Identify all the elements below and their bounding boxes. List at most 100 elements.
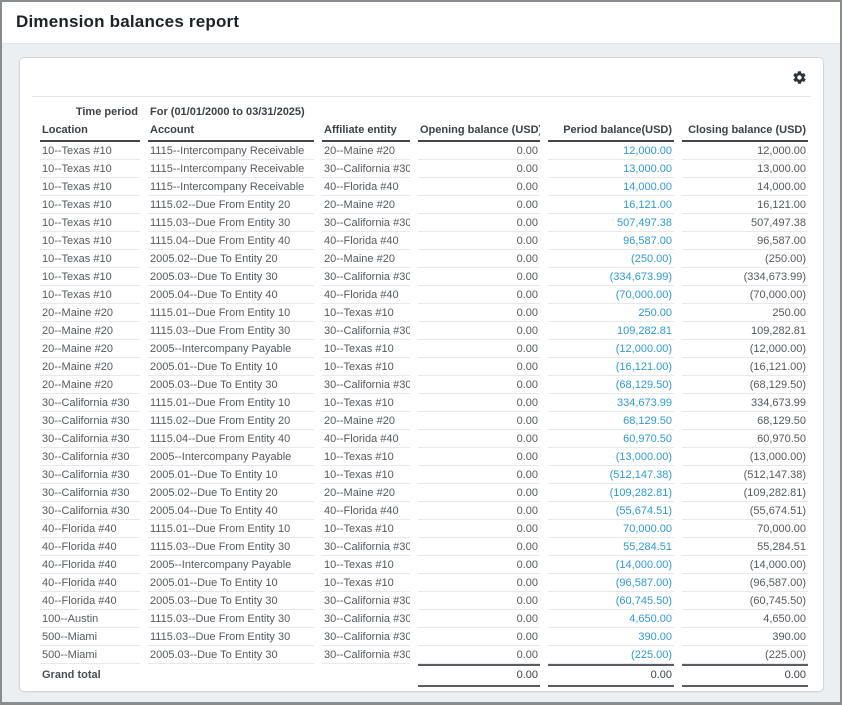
affiliate-cell: 40--Florida #40 [322,430,410,448]
time-period-value: For (01/01/2000 to 03/31/2025) [150,106,305,118]
period-balance-link[interactable]: (70,000.00) [548,286,675,304]
period-balance-link[interactable]: (96,587.00) [548,574,675,592]
period-balance-link[interactable]: (109,282.81) [548,484,675,502]
location-cell: 30--California #30 [40,412,140,430]
title-bar: Dimension balances report [2,2,840,44]
gear-icon [792,70,807,88]
grand-total-period: 0.00 [548,664,675,687]
table-row: 40--Florida #40 2005--Intercompany Payabl… [40,556,809,574]
table-row: 20--Maine #20 2005.03--Due To Entity 30 30… [40,376,809,394]
location-cell: 10--Texas #10 [40,286,140,304]
affiliate-cell: 10--Texas #10 [322,556,410,574]
location-cell: 40--Florida #40 [40,556,140,574]
period-balance-link[interactable]: 12,000.00 [548,142,675,160]
settings-button[interactable] [789,70,809,88]
affiliate-cell: 40--Florida #40 [322,502,410,520]
account-cell: 2005.04--Due To Entity 40 [148,286,314,304]
opening-balance-cell: 0.00 [418,646,541,664]
table-row: 10--Texas #10 2005.03--Due To Entity 30 30… [40,268,809,286]
account-cell: 2005.02--Due To Entity 20 [148,250,314,268]
account-cell: 2005--Intercompany Payable [148,448,314,466]
period-balance-link[interactable]: (14,000.00) [548,556,675,574]
closing-balance-cell: 109,282.81 [682,322,809,340]
affiliate-cell: 10--Texas #10 [322,520,410,538]
table-row: 10--Texas #10 1115.04--Due From Entity 40… [40,232,809,250]
closing-balance-cell: 96,587.00 [682,232,809,250]
period-balance-link[interactable]: 60,970.50 [548,430,675,448]
period-balance-link[interactable]: (55,674.51) [548,502,675,520]
location-cell: 20--Maine #20 [40,304,140,322]
table-row: 10--Texas #10 1115--Intercompany Receivab… [40,142,809,160]
location-cell: 10--Texas #10 [40,178,140,196]
period-balance-link[interactable]: (334,673.99) [548,268,675,286]
affiliate-cell: 10--Texas #10 [322,574,410,592]
account-cell: 1115.04--Due From Entity 40 [148,430,314,448]
affiliate-cell: 10--Texas #10 [322,394,410,412]
location-cell: 100--Austin [40,610,140,628]
period-balance-link[interactable]: 109,282.81 [548,322,675,340]
period-balance-link[interactable]: 70,000.00 [548,520,675,538]
affiliate-cell: 10--Texas #10 [322,448,410,466]
affiliate-cell: 10--Texas #10 [322,340,410,358]
affiliate-cell: 40--Florida #40 [322,232,410,250]
opening-balance-cell: 0.00 [418,160,541,178]
location-cell: 10--Texas #10 [40,142,140,160]
period-balance-link[interactable]: 507,497.38 [548,214,675,232]
closing-balance-cell: (60,745.50) [682,592,809,610]
location-cell: 30--California #30 [40,466,140,484]
opening-balance-cell: 0.00 [418,250,541,268]
affiliate-cell: 30--California #30 [322,610,410,628]
affiliate-cell: 20--Maine #20 [322,484,410,502]
location-cell: 20--Maine #20 [40,322,140,340]
period-balance-link[interactable]: (16,121.00) [548,358,675,376]
opening-balance-cell: 0.00 [418,178,541,196]
period-balance-link[interactable]: 390.00 [548,628,675,646]
location-cell: 30--California #30 [40,430,140,448]
opening-balance-cell: 0.00 [418,268,541,286]
period-balance-link[interactable]: 68,129.50 [548,412,675,430]
page-title: Dimension balances report [16,12,240,31]
closing-balance-cell: (68,129.50) [682,376,809,394]
affiliate-cell: 20--Maine #20 [322,142,410,160]
location-cell: 10--Texas #10 [40,214,140,232]
opening-balance-cell: 0.00 [418,520,541,538]
period-balance-link[interactable]: 96,587.00 [548,232,675,250]
grand-total-row: Grand total 0.00 0.00 0.00 [40,664,809,687]
period-balance-link[interactable]: 13,000.00 [548,160,675,178]
affiliate-cell: 20--Maine #20 [322,250,410,268]
table-row: 500--Miami 2005.03--Due To Entity 30 30--C… [40,646,809,664]
location-cell: 30--California #30 [40,484,140,502]
period-balance-link[interactable]: (68,129.50) [548,376,675,394]
opening-balance-cell: 0.00 [418,142,541,160]
closing-balance-cell: (109,282.81) [682,484,809,502]
period-balance-link[interactable]: (60,745.50) [548,592,675,610]
account-cell: 2005.03--Due To Entity 30 [148,268,314,286]
period-balance-link[interactable]: (13,000.00) [548,448,675,466]
column-header-account: Account [148,122,314,142]
period-balance-link[interactable]: 16,121.00 [548,196,675,214]
account-cell: 2005.01--Due To Entity 10 [148,358,314,376]
affiliate-cell: 30--California #30 [322,592,410,610]
account-cell: 2005--Intercompany Payable [148,556,314,574]
location-cell: 30--California #30 [40,448,140,466]
account-cell: 2005.03--Due To Entity 30 [148,646,314,664]
period-balance-link[interactable]: (512,147.38) [548,466,675,484]
period-balance-link[interactable]: (225.00) [548,646,675,664]
column-header-period: Period balance(USD) [548,122,675,142]
opening-balance-cell: 0.00 [418,304,541,322]
location-cell: 500--Miami [40,628,140,646]
period-balance-link[interactable]: (12,000.00) [548,340,675,358]
table-row: 10--Texas #10 2005.02--Due To Entity 20 20… [40,250,809,268]
period-balance-link[interactable]: 334,673.99 [548,394,675,412]
period-balance-link[interactable]: 55,284.51 [548,538,675,556]
location-cell: 500--Miami [40,646,140,664]
period-balance-link[interactable]: 4,650.00 [548,610,675,628]
report-rows: 10--Texas #10 1115--Intercompany Receivab… [40,142,809,664]
period-balance-link[interactable]: 14,000.00 [548,178,675,196]
period-balance-link[interactable]: 250.00 [548,304,675,322]
table-row: 20--Maine #20 1115.03--Due From Entity 30… [40,322,809,340]
closing-balance-cell: 60,970.50 [682,430,809,448]
opening-balance-cell: 0.00 [418,556,541,574]
period-balance-link[interactable]: (250.00) [548,250,675,268]
